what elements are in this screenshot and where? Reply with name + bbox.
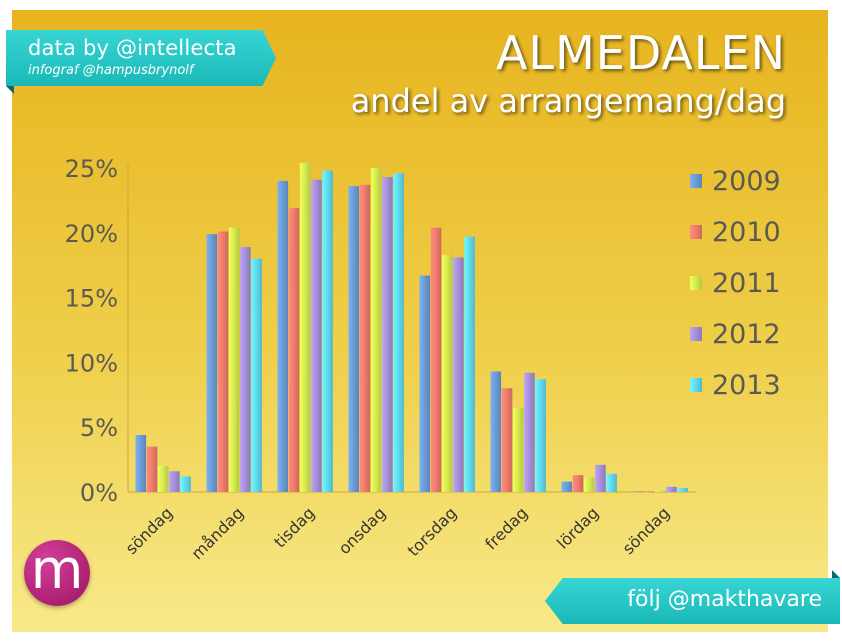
bar-2010-1	[217, 231, 229, 492]
legend-swatch-2011	[690, 276, 702, 290]
bar-2009-0	[135, 434, 147, 492]
bar-2013-4	[464, 236, 475, 492]
legend-label-2009: 2009	[712, 166, 781, 197]
bar-2011-0	[157, 466, 169, 492]
bar-2010-0	[146, 446, 158, 492]
y-tick-label: 5%	[80, 414, 118, 442]
page-title: ALMEDALEN	[495, 26, 786, 80]
bar-2013-3	[393, 173, 404, 492]
y-tick-label: 25%	[65, 155, 118, 183]
bar-2010-5	[501, 388, 513, 492]
bar-2012-4	[453, 257, 464, 492]
bar-2010-7	[643, 491, 655, 492]
bar-2013-0	[180, 476, 191, 492]
bar-2011-4	[441, 254, 453, 492]
bar-2012-7	[666, 486, 677, 492]
bar-2009-7	[632, 491, 644, 492]
legend-swatch-2013	[690, 378, 702, 392]
bar-2009-3	[348, 186, 360, 493]
y-tick-label: 20%	[65, 220, 118, 248]
legend-label-2010: 2010	[712, 217, 781, 248]
bar-2009-4	[419, 275, 431, 492]
bar-2009-1	[206, 234, 218, 492]
bar-2011-1	[228, 227, 240, 492]
bar-2012-2	[311, 179, 322, 492]
bar-2012-0	[169, 471, 180, 492]
bar-2011-5	[512, 407, 524, 492]
legend-swatch-2010	[690, 225, 702, 239]
legend-label-2013: 2013	[712, 370, 781, 401]
legend-swatch-2009	[690, 174, 702, 188]
legend-label-2012: 2012	[712, 319, 781, 350]
bar-2010-6	[572, 475, 584, 492]
bar-2013-6	[606, 473, 617, 492]
bar-2013-5	[535, 379, 546, 492]
credit-ribbon: data by @intellecta infograf @hampusbryn…	[6, 30, 276, 86]
ribbon-fold	[832, 570, 840, 578]
y-tick-label: 0%	[80, 479, 118, 507]
bar-2012-6	[595, 464, 606, 492]
bar-2013-1	[251, 258, 262, 492]
bar-2011-7	[654, 490, 666, 492]
ribbon-fold	[6, 86, 14, 94]
y-tick-label: 15%	[65, 285, 118, 313]
bar-2010-4	[430, 227, 442, 492]
bar-2011-3	[370, 168, 382, 492]
legend-swatch-2012	[690, 327, 702, 341]
bar-2011-6	[583, 477, 595, 492]
bar-2011-2	[299, 162, 311, 493]
bar-2009-2	[277, 180, 289, 492]
bar-2010-3	[359, 184, 371, 492]
follow-ribbon[interactable]: följ @makthavare	[545, 578, 840, 624]
bar-2012-3	[382, 177, 393, 492]
infograf-credit: infograf @hampusbrynolf	[28, 63, 194, 78]
y-tick-label: 10%	[65, 349, 118, 377]
bar-2009-6	[561, 481, 573, 492]
data-by-credit: data by @intellecta	[28, 36, 237, 60]
bar-2010-2	[288, 208, 300, 492]
bar-2013-7	[677, 488, 688, 492]
legend-label-2011: 2011	[712, 268, 781, 299]
makthavare-logo: m	[24, 540, 90, 606]
bar-2012-5	[524, 372, 535, 492]
follow-link[interactable]: följ @makthavare	[627, 587, 822, 612]
page-subtitle: andel av arrangemang/dag	[350, 82, 786, 120]
bar-2013-2	[322, 170, 333, 493]
bar-2012-1	[240, 247, 251, 492]
bar-2009-5	[490, 371, 502, 492]
